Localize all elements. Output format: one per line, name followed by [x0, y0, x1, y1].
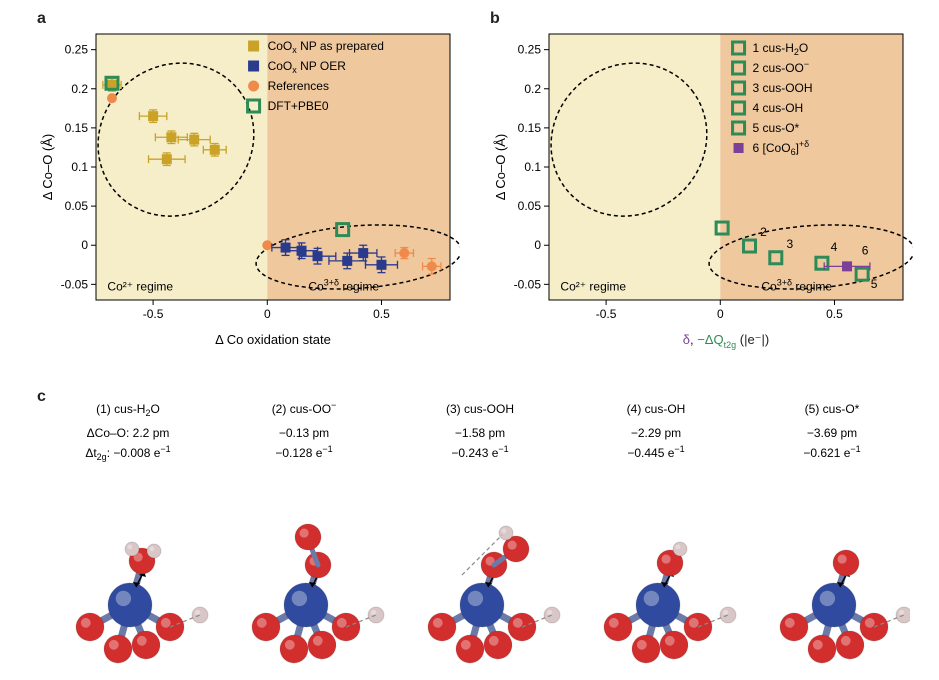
svg-text:0.25: 0.25	[518, 43, 542, 57]
svg-text:-0.5: -0.5	[143, 307, 164, 321]
svg-text:CoOx NP OER: CoOx NP OER	[268, 59, 347, 75]
svg-text:0: 0	[717, 307, 724, 321]
panel-c: (1) cus-H2O ΔCo–O: 2.2 pm Δt2g: −0.008 e−1…	[30, 395, 910, 675]
svg-text:(5) cus-O*: (5) cus-O*	[805, 402, 860, 416]
molecule-4	[604, 542, 736, 663]
svg-text:0.1: 0.1	[71, 160, 88, 174]
molecule-2	[252, 524, 384, 663]
svg-text:4: 4	[831, 240, 838, 254]
panel-a-svg: -0.5 0 0.5 -0.05 0 0.05 0.1 0.15 0.2 0.25 Δ Co oxi…	[34, 22, 460, 352]
svg-text:Δt2g: −0.008 e−1: Δt2g: −0.008 e−1	[85, 444, 170, 462]
svg-text:0.15: 0.15	[65, 121, 89, 135]
svg-text:−0.128 e−1: −0.128 e−1	[275, 444, 332, 460]
svg-text:0: 0	[81, 238, 88, 252]
svg-text:3: 3	[786, 237, 793, 251]
svg-text:0.2: 0.2	[524, 82, 541, 96]
svg-text:0.05: 0.05	[65, 199, 89, 213]
svg-text:Δ Co–O (Å): Δ Co–O (Å)	[493, 134, 508, 200]
svg-text:4 cus-OH: 4 cus-OH	[753, 101, 804, 115]
svg-text:−0.13 pm: −0.13 pm	[279, 426, 329, 440]
svg-text:0.2: 0.2	[71, 82, 88, 96]
svg-text:0.05: 0.05	[518, 199, 542, 213]
svg-text:3 cus-OOH: 3 cus-OOH	[753, 81, 813, 95]
svg-text:(1) cus-H2O: (1) cus-H2O	[96, 402, 160, 418]
svg-text:DFT+PBE0: DFT+PBE0	[268, 99, 329, 113]
svg-text:0.25: 0.25	[65, 43, 89, 57]
svg-text:2 cus-OO−: 2 cus-OO−	[753, 59, 810, 75]
svg-text:0.5: 0.5	[826, 307, 843, 321]
svg-text:−0.445 e−1: −0.445 e−1	[627, 444, 684, 460]
panel-c-svg: (1) cus-H2O ΔCo–O: 2.2 pm Δt2g: −0.008 e−1…	[30, 395, 910, 675]
svg-text:Co3+δ regime: Co3+δ regime	[308, 278, 379, 294]
svg-text:1 cus-H2O: 1 cus-H2O	[753, 41, 809, 57]
svg-text:(2) cus-OO−: (2) cus-OO−	[272, 400, 337, 416]
svg-text:-0.05: -0.05	[514, 277, 542, 291]
svg-text:CoOx NP as prepared: CoOx NP as prepared	[268, 39, 384, 55]
molecule-1	[76, 542, 208, 663]
molecule-5	[780, 550, 910, 663]
svg-text:−3.69 pm: −3.69 pm	[807, 426, 857, 440]
svg-text:0: 0	[534, 238, 541, 252]
svg-text:0.5: 0.5	[373, 307, 390, 321]
svg-text:Co²⁺ regime: Co²⁺ regime	[560, 280, 626, 294]
svg-text:(4) cus-OH: (4) cus-OH	[627, 402, 686, 416]
svg-text:δ, −ΔQt2g (|e⁻|): δ, −ΔQt2g (|e⁻|)	[683, 332, 770, 350]
svg-text:5 cus-O*: 5 cus-O*	[753, 121, 800, 135]
svg-text:6: 6	[862, 243, 869, 257]
svg-text:2: 2	[760, 225, 767, 239]
svg-text:Co²⁺ regime: Co²⁺ regime	[107, 280, 173, 294]
svg-text:-0.05: -0.05	[61, 277, 89, 291]
panel-b-svg: -0.5 0 0.5 -0.05 0 0.05 0.1 0.15 0.2 0.25 Δ Co–O (…	[487, 22, 913, 352]
svg-text:References: References	[268, 79, 329, 93]
svg-text:-0.5: -0.5	[596, 307, 617, 321]
svg-text:0.1: 0.1	[524, 160, 541, 174]
svg-text:5: 5	[871, 277, 878, 291]
molecule-3	[428, 526, 560, 663]
svg-text:Δ Co–O (Å): Δ Co–O (Å)	[40, 134, 55, 200]
panel-b: -0.5 0 0.5 -0.05 0 0.05 0.1 0.15 0.2 0.25 Δ Co–O (…	[487, 22, 913, 352]
svg-text:−0.621 e−1: −0.621 e−1	[803, 444, 860, 460]
panel-a: -0.5 0 0.5 -0.05 0 0.05 0.1 0.15 0.2 0.25 Δ Co oxi…	[34, 22, 460, 352]
svg-text:(3) cus-OOH: (3) cus-OOH	[446, 402, 514, 416]
svg-text:−1.58 pm: −1.58 pm	[455, 426, 505, 440]
svg-text:ΔCo–O: 2.2 pm: ΔCo–O: 2.2 pm	[87, 426, 170, 440]
svg-text:Δ Co oxidation state: Δ Co oxidation state	[215, 332, 331, 347]
svg-text:−0.243 e−1: −0.243 e−1	[451, 444, 508, 460]
svg-text:Co3+δ regime: Co3+δ regime	[761, 278, 832, 294]
svg-text:0.15: 0.15	[518, 121, 542, 135]
svg-text:−2.29 pm: −2.29 pm	[631, 426, 681, 440]
svg-text:0: 0	[264, 307, 271, 321]
